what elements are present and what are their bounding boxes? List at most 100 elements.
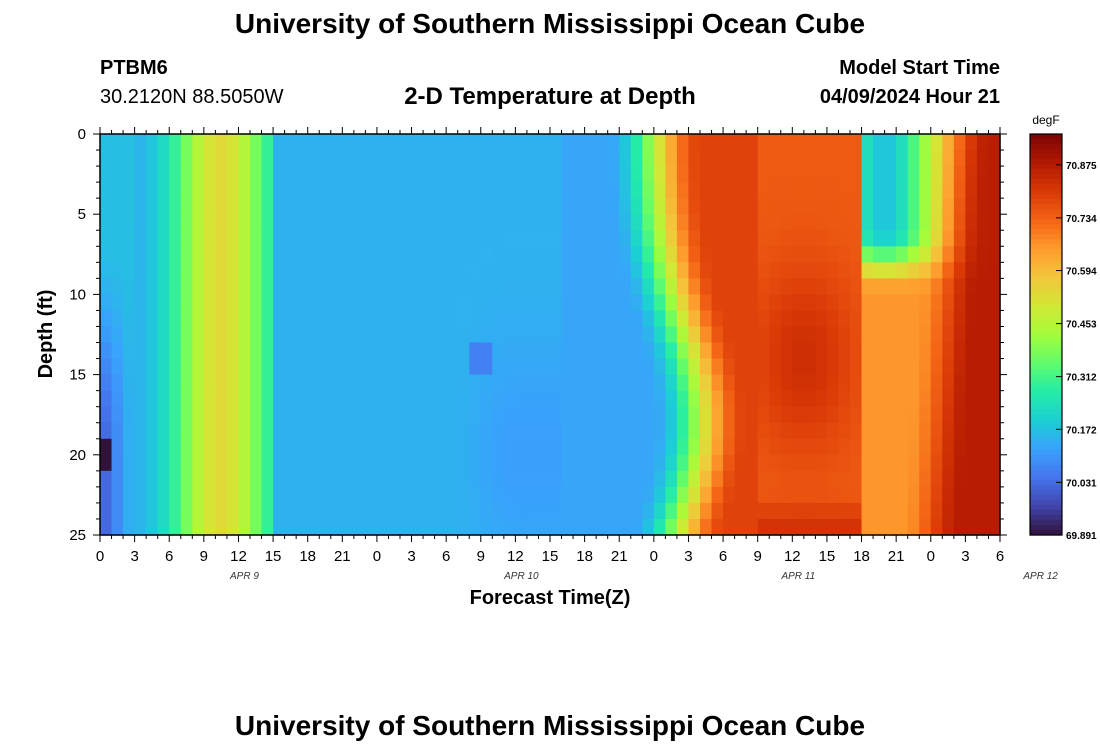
heatmap-cell (157, 326, 170, 344)
heatmap-cell (215, 214, 228, 231)
heatmap-cell (400, 166, 413, 183)
heatmap-cell (826, 246, 840, 263)
heatmap-cell (873, 342, 886, 360)
heatmap-cell (988, 502, 1001, 520)
colorbar-segment (1030, 324, 1062, 331)
heatmap-cell (930, 262, 943, 279)
heatmap-cell (515, 422, 528, 440)
heatmap-cell (988, 390, 1001, 408)
heatmap-cell (561, 150, 574, 167)
heatmap-cell (480, 134, 493, 151)
heatmap-cell (169, 326, 182, 344)
heatmap-cell (665, 518, 678, 536)
heatmap-cell (561, 422, 574, 440)
heatmap-cell (261, 438, 274, 456)
heatmap-cell (273, 198, 286, 215)
heatmap-cell (446, 502, 459, 520)
heatmap-cell (896, 326, 909, 344)
heatmap-cell (284, 294, 297, 312)
heatmap-cell (296, 406, 309, 424)
colorbar-segment (1030, 169, 1062, 175)
heatmap-cell (803, 422, 816, 440)
heatmap-cell (376, 150, 390, 167)
heatmap-cell (792, 518, 805, 536)
heatmap-cell (815, 342, 828, 360)
heatmap-cell (688, 406, 701, 424)
heatmap-cell (700, 518, 713, 536)
colorbar-segment (1030, 499, 1062, 506)
heatmap-cell (203, 230, 216, 247)
heatmap-cell (480, 182, 493, 199)
heatmap-cell (330, 198, 343, 215)
x-tick-label: 0 (96, 548, 104, 565)
heatmap-cell (550, 134, 563, 151)
heatmap-cell (965, 454, 978, 472)
heatmap-cell (942, 326, 955, 344)
heatmap-cell (515, 374, 528, 392)
heatmap-cell (861, 134, 874, 151)
heatmap-cell (861, 198, 874, 215)
heatmap-cell (515, 326, 528, 344)
heatmap-cell (353, 294, 366, 312)
heatmap-cell (607, 390, 620, 408)
heatmap-cell (607, 246, 620, 263)
heatmap-cell (642, 166, 655, 183)
heatmap-cell (180, 182, 193, 199)
heatmap-cell (111, 214, 124, 231)
heatmap-cell (180, 502, 193, 520)
heatmap-cell (815, 214, 828, 231)
colorbar-segment (1030, 144, 1062, 150)
heatmap-cell (469, 166, 482, 183)
heatmap-cell (826, 214, 840, 231)
x-tick-label: 6 (719, 548, 727, 565)
heatmap-cell (688, 358, 701, 376)
heatmap-cell (423, 438, 436, 456)
heatmap-cell (457, 150, 470, 167)
page-title: University of Southern Mississippi Ocean… (234, 8, 866, 39)
heatmap-cell (146, 358, 159, 376)
heatmap-cell (388, 230, 401, 247)
heatmap-cell (157, 166, 170, 183)
heatmap-cell (134, 518, 147, 536)
heatmap-cell (769, 278, 782, 295)
heatmap-cell (596, 374, 609, 392)
heatmap-cell (192, 518, 205, 536)
heatmap-cell (215, 374, 228, 392)
heatmap-cell (492, 438, 505, 456)
heatmap-cell (238, 198, 251, 215)
heatmap-cell (111, 294, 124, 312)
heatmap-cell (400, 438, 413, 456)
heatmap-cell (850, 470, 863, 488)
heatmap-cell (642, 150, 655, 167)
heatmap-cell (550, 406, 563, 424)
heatmap-cell (584, 470, 597, 488)
heatmap-cell (169, 230, 182, 247)
heatmap-cell (907, 214, 920, 231)
heatmap-cell (157, 246, 170, 263)
heatmap-cell (423, 502, 436, 520)
heatmap-cell (953, 326, 966, 344)
heatmap-cell (746, 278, 759, 295)
heatmap-cell (561, 454, 574, 472)
heatmap-cell (365, 278, 378, 295)
heatmap-cell (400, 454, 413, 472)
heatmap-cell (319, 358, 332, 376)
heatmap-cell (607, 310, 620, 328)
heatmap-cell (757, 230, 770, 247)
heatmap-cell (538, 150, 551, 167)
heatmap-cell (400, 358, 413, 376)
heatmap-cell (388, 182, 401, 199)
heatmap-cell (411, 390, 424, 408)
heatmap-cell (365, 358, 378, 376)
heatmap-cell (619, 310, 632, 328)
heatmap-cell (734, 342, 747, 360)
heatmap-cell (930, 454, 943, 472)
heatmap-cell (700, 214, 713, 231)
heatmap-cell (388, 358, 401, 376)
heatmap-cell (676, 502, 690, 520)
heatmap-cell (942, 438, 955, 456)
heatmap-cell (769, 406, 782, 424)
heatmap-cell (930, 134, 943, 151)
heatmap-cell (434, 326, 447, 344)
heatmap-cell (526, 454, 540, 472)
